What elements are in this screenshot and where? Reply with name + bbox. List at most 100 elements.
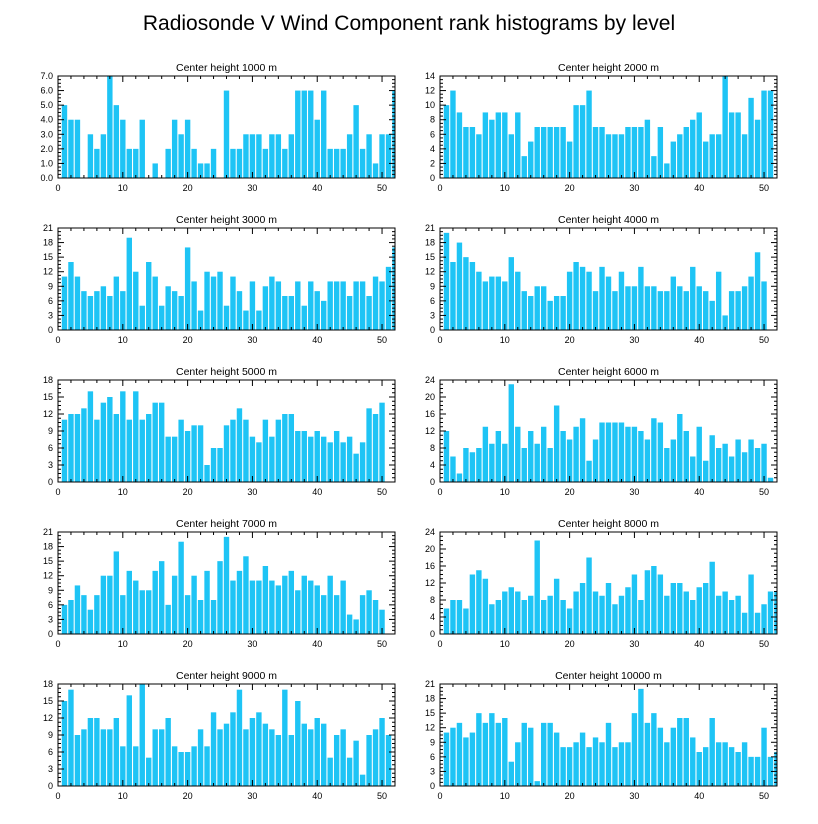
y-tick-label: 6 [48, 443, 53, 453]
x-tick-label: 30 [247, 335, 257, 345]
histogram-bar [340, 442, 346, 482]
histogram-bar [728, 747, 735, 786]
histogram-bar [748, 97, 754, 178]
histogram-bar [295, 90, 301, 178]
histogram-bar [366, 134, 372, 178]
panel: Center height 10000 m 0 10 20 30 40 50 0 3 6 9 12 15… [425, 670, 778, 801]
x-tick-label: 20 [183, 639, 193, 649]
histogram-bar [735, 752, 741, 786]
y-tick-label: 21 [43, 223, 53, 233]
histogram-bar [269, 580, 275, 634]
histogram-bar [333, 735, 340, 786]
panel-title: Center height 4000 m [558, 214, 659, 226]
histogram-bar [521, 722, 527, 786]
histogram-bar [236, 291, 243, 330]
x-tick-label: 10 [118, 487, 128, 497]
histogram-bar [223, 90, 230, 178]
histogram-bar [528, 727, 534, 786]
histogram-bar [81, 291, 87, 330]
histogram-bar [754, 119, 761, 178]
histogram-bar [748, 574, 754, 634]
histogram-bar [314, 718, 320, 786]
histogram-bar [670, 141, 677, 178]
histogram-bar [113, 551, 120, 634]
histogram-bar [107, 397, 113, 482]
histogram-bar [664, 163, 670, 178]
histogram-bar [158, 729, 165, 786]
histogram-bar [223, 425, 230, 482]
y-tick-label: 16 [425, 409, 435, 419]
histogram-bar [573, 426, 579, 482]
y-tick-label: 6 [48, 296, 53, 306]
histogram-bar [372, 414, 379, 482]
histogram-bar [547, 300, 553, 330]
histogram-bar [359, 774, 366, 786]
histogram-bar [372, 276, 379, 330]
histogram-bar [282, 148, 288, 178]
histogram-bar [502, 591, 508, 634]
histogram-bar [728, 456, 735, 482]
y-tick-label: 15 [43, 556, 53, 566]
histogram-bar [664, 291, 670, 330]
x-tick-label: 10 [500, 335, 510, 345]
histogram-bar [191, 281, 197, 330]
histogram-bar [275, 281, 282, 330]
y-tick-label: 3 [430, 766, 435, 776]
histogram-bar [184, 431, 191, 482]
histogram-bar [599, 422, 605, 482]
histogram-bar [605, 722, 612, 786]
histogram-bar [586, 557, 592, 634]
histogram-bar [489, 713, 495, 786]
x-tick-label: 10 [118, 791, 128, 801]
y-tick-label: 24 [425, 527, 435, 537]
histogram-bar [495, 431, 502, 482]
histogram-bar [709, 561, 715, 634]
histogram-bar [651, 566, 657, 634]
histogram-bar [443, 608, 450, 634]
histogram-bar [68, 689, 74, 786]
panels-container: Center height 1000 m0 10 20 30 40 500.01.02.0… [40, 62, 778, 801]
histogram-bar [256, 442, 262, 482]
histogram-bar [269, 729, 275, 786]
histogram-bar [657, 422, 664, 482]
histogram-bar [586, 460, 592, 482]
histogram-bar [579, 732, 586, 786]
histogram-bar [489, 119, 495, 178]
histogram-bar [346, 436, 353, 482]
histogram-bar [566, 141, 573, 178]
x-tick-label: 40 [312, 791, 322, 801]
histogram-bar [139, 419, 145, 482]
histogram-bar [709, 718, 715, 786]
y-tick-label: 1.0 [40, 158, 53, 168]
histogram-bar [87, 391, 94, 482]
histogram-bar [508, 257, 514, 330]
histogram-bar [275, 134, 282, 178]
x-tick-label: 20 [183, 487, 193, 497]
histogram-bar [327, 757, 333, 786]
histogram-bar [269, 436, 275, 482]
histogram-bar [754, 612, 761, 634]
histogram-bar [113, 276, 120, 330]
histogram-bar [165, 436, 171, 482]
histogram-bar [87, 718, 94, 786]
histogram-bar [703, 291, 709, 330]
histogram-bar [482, 112, 489, 178]
histogram-bar [657, 127, 664, 178]
histogram-bar [696, 752, 702, 786]
x-tick-label: 30 [247, 183, 257, 193]
histogram-bar [333, 148, 340, 178]
y-tick-label: 20 [425, 392, 435, 402]
histogram-bar [677, 134, 683, 178]
histogram-bar [61, 604, 68, 634]
histogram-bar [301, 90, 307, 178]
histogram-bar [275, 419, 282, 482]
y-tick-label: 14 [425, 71, 435, 81]
histogram-bar [618, 595, 625, 634]
y-tick-label: 0 [48, 477, 53, 487]
histogram-bar [495, 276, 502, 330]
y-tick-label: 5.0 [40, 100, 53, 110]
y-tick-label: 12 [425, 267, 435, 277]
histogram-bar [152, 276, 158, 330]
histogram-bar [178, 752, 184, 786]
histogram-bar [638, 688, 644, 786]
